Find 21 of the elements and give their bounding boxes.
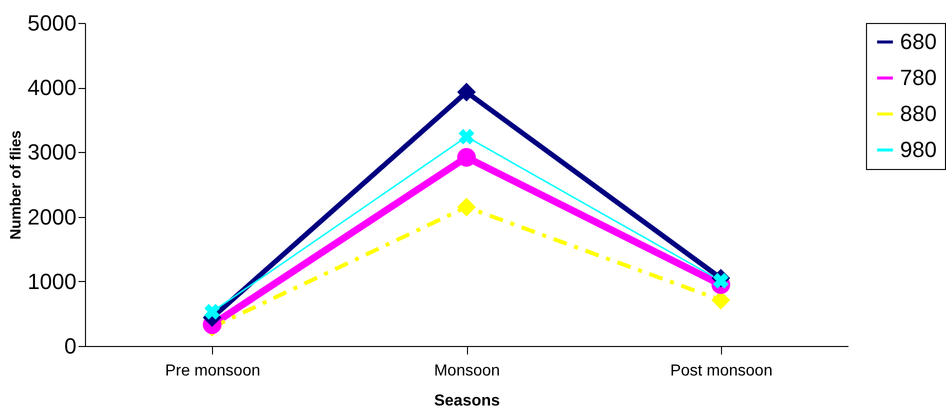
x-tick-label: Pre monsoon [165,362,260,380]
legend-label: 780 [900,65,937,90]
point [457,148,476,167]
y-tick-label: 0 [64,334,76,358]
legend-label: 980 [900,137,937,162]
y-tick-label: 2000 [28,204,76,230]
point [457,198,476,216]
y-tick-label: 4000 [28,75,76,100]
x-tick-label: Post monsoon [670,362,772,380]
point [457,82,476,102]
x-tick-label: Monsoon [434,362,500,380]
point [713,272,729,289]
point [458,128,474,145]
y-tick-label: 5000 [28,10,76,36]
y-axis-title: Number of flies [8,130,25,240]
legend-label: 880 [900,101,937,126]
x-axis-title: Seasons [434,392,500,410]
point [204,304,220,320]
y-tick-label: 3000 [28,140,76,165]
y-tick-label: 1000 [28,268,76,294]
legend-label: 680 [900,29,937,54]
